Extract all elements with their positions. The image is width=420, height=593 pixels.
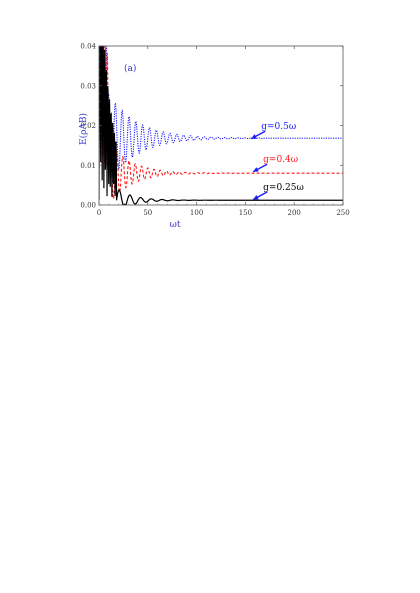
series-line-2 bbox=[99, 46, 343, 205]
x-tick-label: 0 bbox=[97, 209, 101, 217]
y-tick-label: 0.03 bbox=[80, 82, 96, 90]
x-axis-label: ωt bbox=[170, 220, 181, 230]
x-tick-label: 200 bbox=[288, 209, 301, 217]
annotation-label: g=0.4ω bbox=[263, 155, 298, 165]
panel-label: (a) bbox=[124, 63, 136, 74]
y-tick-label: 0.02 bbox=[80, 122, 96, 130]
annotation-layer: g=0.5ω g=0.4ω g=0.25ω bbox=[250, 122, 304, 201]
annotation-arrow-head bbox=[253, 167, 259, 172]
x-tick-label: 50 bbox=[143, 209, 152, 217]
y-tick-label: 0.04 bbox=[80, 43, 96, 51]
axes-layer: 0 50 100 150 200 250 0.00 0.01 0.02 0.03 0.04 bbox=[80, 43, 349, 218]
annotation-label: g=0.25ω bbox=[263, 183, 304, 193]
series-layer bbox=[99, 46, 343, 205]
y-tick-label: 0.01 bbox=[80, 162, 96, 170]
annotation-label: g=0.5ω bbox=[261, 122, 296, 132]
y-axis-label: E(ρAB) bbox=[78, 113, 89, 145]
annotation-arrow-head bbox=[251, 134, 257, 139]
series-line-0 bbox=[99, 46, 343, 180]
x-tick-label: 250 bbox=[336, 209, 349, 217]
x-tick-label: 150 bbox=[239, 209, 252, 217]
y-tick-label: 0.00 bbox=[80, 202, 96, 210]
annotation-arrow-head bbox=[253, 194, 259, 200]
series-line-1 bbox=[99, 46, 343, 201]
x-tick-label: 100 bbox=[190, 209, 203, 217]
